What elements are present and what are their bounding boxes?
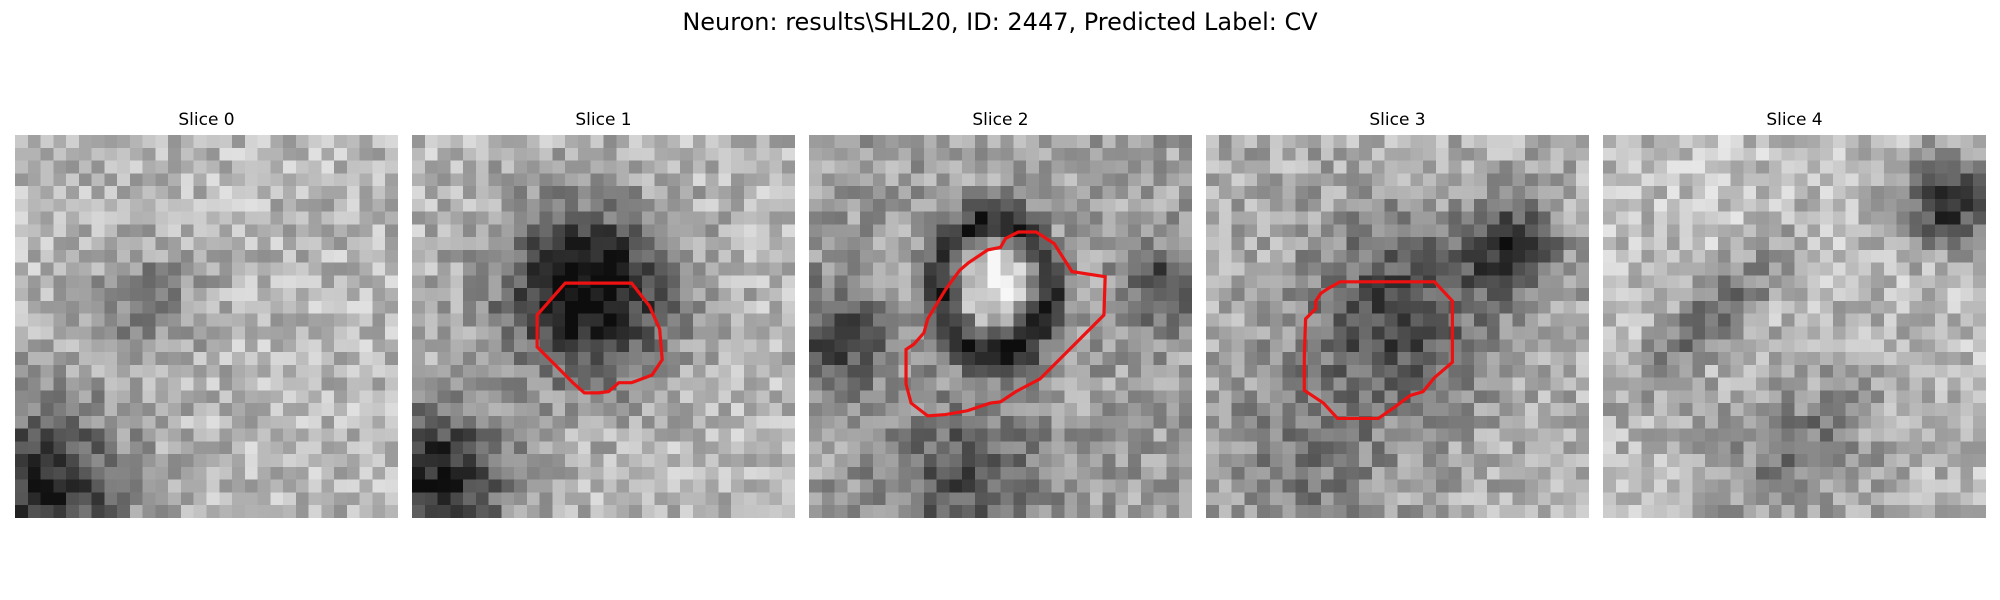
segmentation-contour [535, 281, 664, 395]
slice-image-3 [1206, 135, 1589, 518]
slice-image-0 [15, 135, 398, 518]
slice-image-2 [809, 135, 1192, 518]
slice-title: Slice 2 [972, 110, 1029, 130]
slice-image-1 [412, 135, 795, 518]
segmentation-contour [1302, 280, 1454, 421]
slice-title: Slice 3 [1369, 110, 1426, 130]
slice-title: Slice 4 [1766, 110, 1823, 130]
figure-title: Neuron: results\SHL20, ID: 2447, Predict… [682, 8, 1318, 36]
slice-image-4 [1603, 135, 1986, 518]
slice-title: Slice 0 [178, 110, 235, 130]
slice-title: Slice 1 [575, 110, 632, 130]
segmentation-contour [904, 230, 1107, 418]
